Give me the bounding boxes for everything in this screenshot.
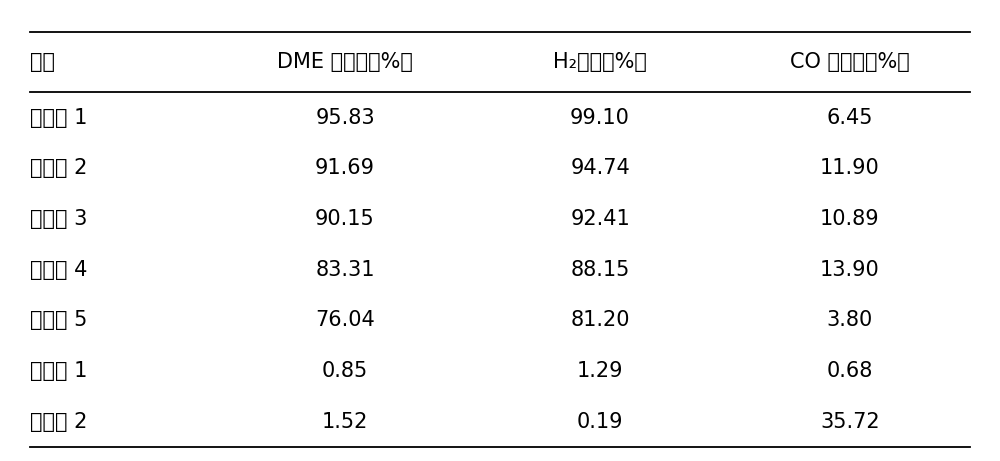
- Text: 0.19: 0.19: [577, 412, 623, 432]
- Text: 90.15: 90.15: [315, 209, 375, 229]
- Text: 1.52: 1.52: [322, 412, 368, 432]
- Text: 对比例 2: 对比例 2: [30, 412, 87, 432]
- Text: 3.80: 3.80: [827, 310, 873, 331]
- Text: DME 转化率（%）: DME 转化率（%）: [277, 52, 413, 72]
- Text: 81.20: 81.20: [570, 310, 630, 331]
- Text: 76.04: 76.04: [315, 310, 375, 331]
- Text: 35.72: 35.72: [820, 412, 880, 432]
- Text: 95.83: 95.83: [315, 107, 375, 128]
- Text: 实施例 4: 实施例 4: [30, 260, 87, 280]
- Text: 实施例 5: 实施例 5: [30, 310, 87, 331]
- Text: CO 选择性（%）: CO 选择性（%）: [790, 52, 910, 72]
- Text: 实施例 1: 实施例 1: [30, 107, 87, 128]
- Text: 0.85: 0.85: [322, 361, 368, 381]
- Text: H₂产率（%）: H₂产率（%）: [553, 52, 647, 72]
- Text: 88.15: 88.15: [570, 260, 630, 280]
- Text: 1.29: 1.29: [577, 361, 623, 381]
- Text: 99.10: 99.10: [570, 107, 630, 128]
- Text: 10.89: 10.89: [820, 209, 880, 229]
- Text: 编号: 编号: [30, 52, 55, 72]
- Text: 0.68: 0.68: [827, 361, 873, 381]
- Text: 实施例 2: 实施例 2: [30, 158, 87, 178]
- Text: 94.74: 94.74: [570, 158, 630, 178]
- Text: 对比例 1: 对比例 1: [30, 361, 87, 381]
- Text: 11.90: 11.90: [820, 158, 880, 178]
- Text: 91.69: 91.69: [315, 158, 375, 178]
- Text: 92.41: 92.41: [570, 209, 630, 229]
- Text: 实施例 3: 实施例 3: [30, 209, 87, 229]
- Text: 6.45: 6.45: [827, 107, 873, 128]
- Text: 13.90: 13.90: [820, 260, 880, 280]
- Text: 83.31: 83.31: [315, 260, 375, 280]
